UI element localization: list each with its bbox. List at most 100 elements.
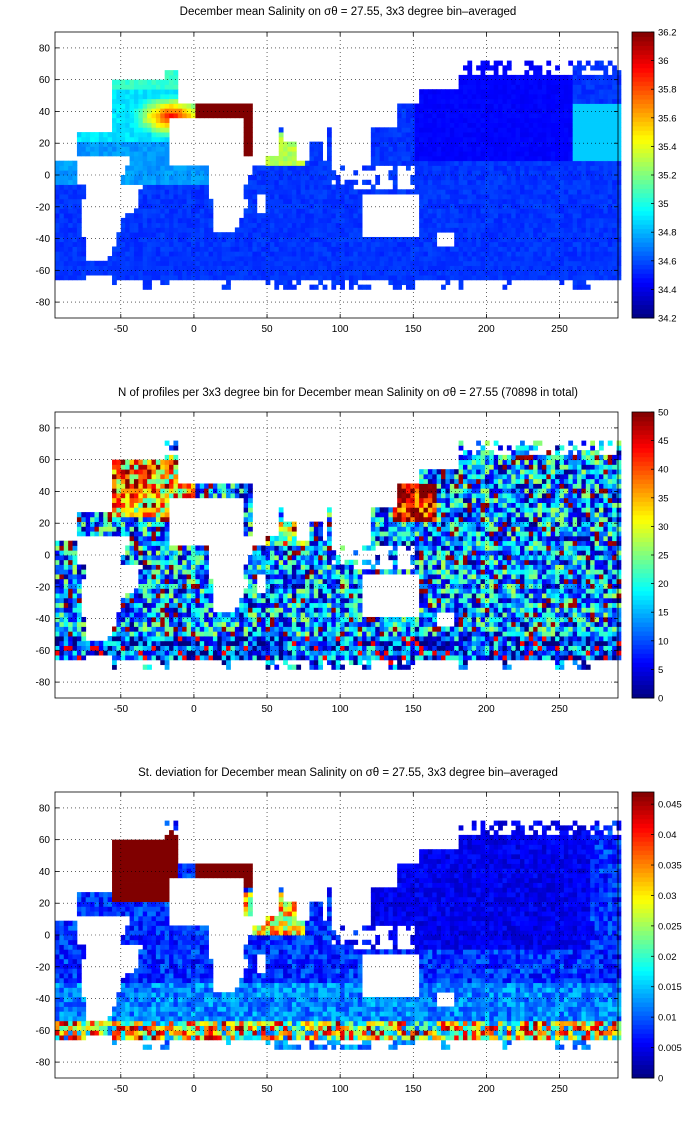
data-cell: [419, 189, 424, 195]
data-cell: [147, 113, 152, 119]
data-cell: [129, 540, 135, 546]
data-cell: [462, 198, 468, 204]
data-cell: [590, 103, 596, 109]
data-cell: [326, 241, 332, 247]
data-cell: [432, 236, 438, 243]
data-cell: [555, 241, 560, 247]
data-cell: [616, 246, 622, 252]
data-cell: [541, 108, 547, 114]
data-cell: [594, 208, 600, 214]
data-cell: [603, 275, 609, 281]
data-cell: [55, 574, 60, 580]
data-cell: [133, 256, 139, 262]
data-cell: [59, 597, 65, 604]
data-cell: [577, 198, 582, 204]
data-cell: [392, 246, 398, 252]
data-cell: [265, 265, 271, 271]
data-cell: [160, 593, 166, 599]
data-cell: [173, 275, 179, 281]
data-cell: [234, 251, 240, 257]
data-cell: [515, 89, 521, 95]
data-cell: [164, 260, 170, 266]
data-cell: [59, 602, 65, 608]
data-cell: [142, 655, 148, 661]
data-cell: [616, 117, 622, 123]
data-cell: [160, 198, 166, 204]
data-cell: [287, 232, 293, 238]
data-cell: [274, 213, 280, 219]
data-cell: [348, 279, 354, 286]
data-cell: [63, 170, 69, 176]
data-cell: [603, 175, 609, 181]
data-cell: [353, 227, 359, 233]
data-cell: [199, 260, 205, 266]
data-cell: [568, 89, 574, 95]
data-cell: [375, 175, 381, 181]
data-cell: [577, 165, 582, 171]
data-cell: [484, 113, 490, 119]
data-cell: [379, 275, 385, 281]
data-cell: [59, 621, 65, 627]
data-cell: [296, 265, 302, 271]
data-cell: [462, 151, 468, 157]
data-cell: [291, 155, 297, 162]
data-cell: [208, 108, 214, 114]
data-cell: [458, 213, 464, 219]
data-cell: [577, 127, 582, 133]
data-cell: [506, 175, 512, 181]
data-cell: [462, 146, 468, 152]
data-cell: [160, 588, 166, 594]
data-cell: [133, 540, 139, 546]
data-cell: [138, 170, 144, 176]
data-cell: [357, 194, 363, 200]
data-cell: [335, 184, 341, 190]
data-cell: [125, 232, 130, 238]
data-cell: [107, 260, 113, 266]
data-cell: [511, 132, 517, 138]
data-cell: [427, 194, 433, 200]
data-cell: [151, 141, 157, 147]
data-cell: [506, 170, 512, 176]
data-cell: [164, 113, 170, 119]
data-cell: [138, 555, 144, 561]
data-cell: [103, 270, 109, 276]
data-cell: [405, 127, 411, 133]
data-cell: [147, 626, 152, 632]
data-cell: [151, 631, 157, 637]
data-cell: [467, 136, 473, 143]
data-cell: [76, 645, 82, 651]
data-cell: [169, 588, 174, 594]
data-cell: [484, 84, 490, 90]
data-cell: [177, 198, 183, 204]
data-cell: [533, 84, 538, 90]
colorbar-swatch: [632, 237, 654, 243]
data-cell: [462, 232, 468, 238]
colorbar-tick-label: 34.2: [658, 314, 677, 325]
data-cell: [313, 203, 319, 209]
data-cell: [160, 578, 166, 584]
data-cell: [142, 459, 148, 465]
data-cell: [528, 122, 534, 128]
data-cell: [476, 251, 481, 257]
data-cell: [462, 275, 468, 281]
data-cell: [423, 93, 429, 100]
data-cell: [577, 213, 582, 219]
data-cell: [511, 127, 517, 133]
data-cell: [379, 146, 385, 152]
data-cell: [511, 146, 517, 152]
data-cell: [230, 236, 236, 243]
data-cell: [133, 526, 139, 532]
data-cell: [462, 79, 468, 85]
data-cell: [598, 175, 604, 181]
data-cell: [265, 256, 271, 262]
data-cell: [129, 645, 135, 651]
data-cell: [585, 146, 591, 152]
data-cell: [476, 189, 481, 195]
data-cell: [248, 275, 253, 281]
data-cell: [120, 512, 126, 518]
data-cell: [594, 113, 600, 119]
data-cell: [59, 555, 65, 561]
data-cell: [480, 165, 486, 171]
data-cell: [480, 89, 486, 95]
data-cell: [533, 65, 538, 71]
